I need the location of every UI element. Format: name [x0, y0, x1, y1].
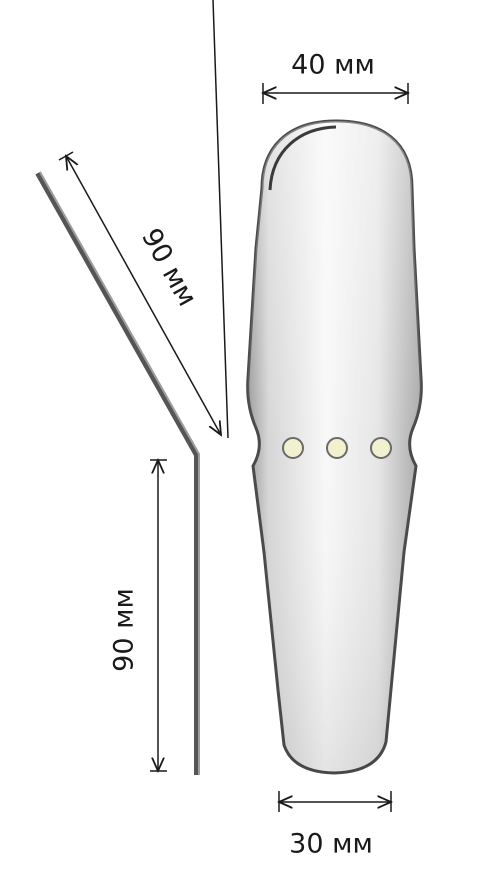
dimension-vertical-label: 90 мм	[109, 588, 140, 672]
dimension-top-label: 40 мм	[291, 50, 375, 81]
hole-right	[370, 437, 392, 459]
dimension-bottom: 30 мм	[279, 791, 391, 860]
dimension-angled-line	[66, 156, 221, 435]
dimension-bottom-label: 30 мм	[289, 829, 373, 860]
spatula-top-edge-highlight	[268, 125, 337, 191]
spatula-front-view	[246, 119, 423, 775]
dimension-angled-ext-bottom	[212, 0, 229, 439]
dimension-vertical: 90 мм	[109, 460, 167, 771]
dimension-angled: 90 мм	[58, 0, 229, 439]
hole-center	[326, 437, 348, 459]
hole-left	[282, 437, 304, 459]
dimension-top: 40 мм	[263, 50, 408, 104]
